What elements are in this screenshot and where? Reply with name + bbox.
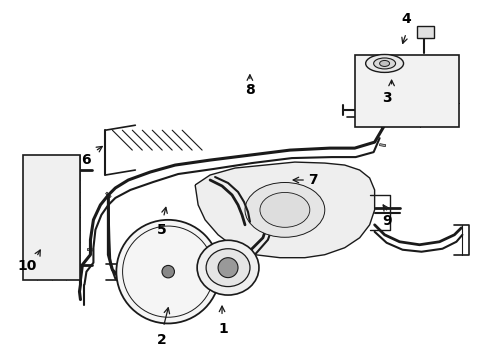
Ellipse shape (197, 240, 259, 295)
Bar (416, 26, 435, 37)
Text: 4: 4 (401, 12, 411, 26)
Text: 9: 9 (382, 214, 392, 228)
Text: 3: 3 (382, 90, 392, 104)
Bar (355, 55, 460, 127)
Ellipse shape (245, 183, 325, 237)
Text: 2: 2 (157, 333, 167, 347)
Ellipse shape (366, 54, 404, 72)
Bar (379, 144, 386, 147)
Circle shape (116, 220, 220, 323)
Text: 6: 6 (81, 153, 91, 167)
Ellipse shape (206, 249, 250, 287)
Text: 1: 1 (218, 322, 228, 336)
Ellipse shape (374, 58, 395, 69)
Text: 7: 7 (309, 173, 318, 187)
Text: 5: 5 (157, 223, 167, 237)
Circle shape (162, 265, 174, 278)
Bar (87, 248, 94, 251)
Bar (105, 192, 111, 198)
Text: 8: 8 (245, 84, 255, 97)
Bar (23, 155, 80, 280)
Ellipse shape (380, 60, 390, 67)
PathPatch shape (195, 162, 375, 258)
Circle shape (218, 258, 238, 278)
Ellipse shape (260, 193, 310, 227)
Text: 10: 10 (18, 259, 37, 273)
